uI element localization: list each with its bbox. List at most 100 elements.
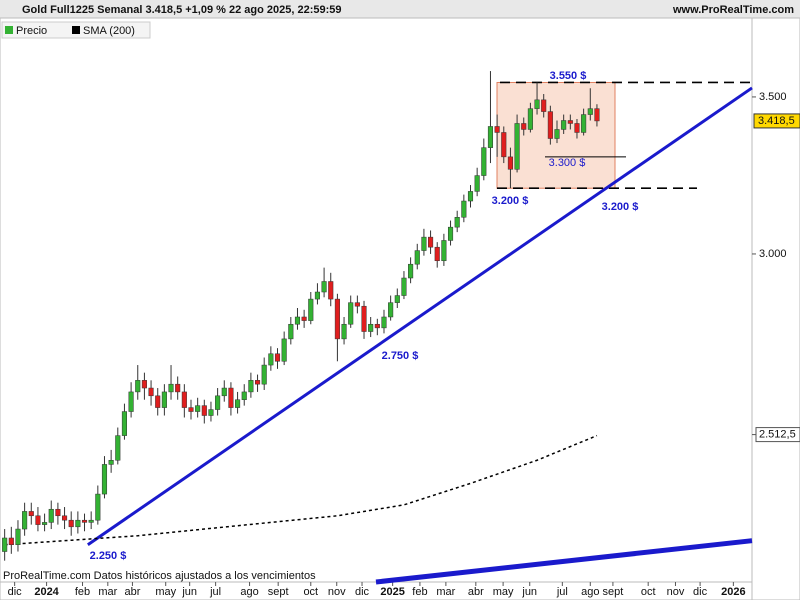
x-tick-label: feb (75, 586, 90, 598)
candle-body (461, 200, 467, 218)
x-tick-label: dic (693, 586, 708, 598)
candle-body (22, 511, 28, 530)
candle-body (281, 338, 287, 362)
candle-body (62, 515, 68, 521)
x-tick-label: feb (412, 586, 427, 598)
candle-body (235, 399, 241, 408)
candle-body (28, 511, 34, 517)
x-tick-label: jun (521, 586, 537, 598)
candle-body (168, 383, 174, 393)
candle-body (115, 435, 121, 461)
candle-body (48, 508, 54, 523)
candle-body (501, 132, 507, 158)
candle-body (521, 123, 527, 130)
x-tick-label: ago (581, 586, 599, 598)
candle-body (288, 323, 294, 340)
candle-body (261, 364, 267, 385)
annotation: 3.200 $ (602, 201, 639, 213)
x-tick-label: abr (124, 586, 140, 598)
candle-body (88, 519, 94, 523)
candle-body (128, 391, 134, 412)
candle-body (361, 305, 367, 332)
candle-body (567, 120, 573, 124)
x-tick-label: dic (355, 586, 370, 598)
header-title: Gold Full1225 Semanal 3.418,5 +1,09 % 22… (22, 4, 342, 16)
candle-body (175, 383, 181, 393)
candle-body (581, 114, 587, 133)
candle-body (354, 302, 360, 307)
candle-body (301, 316, 307, 321)
x-tick-label: oct (641, 586, 656, 598)
candle-body (481, 147, 487, 176)
candle-body (188, 407, 194, 412)
candle-body (155, 395, 161, 408)
site: www.ProRealTime.com (672, 4, 794, 16)
candle-body (534, 99, 540, 109)
x-tick-label: 2025 (380, 586, 404, 598)
candle-body (434, 246, 440, 262)
x-tick-label: mar (98, 586, 117, 598)
legend-swatch (72, 26, 80, 34)
candle-body (368, 323, 374, 332)
plot-area (0, 17, 753, 583)
candle-body (208, 409, 214, 416)
candle-body (8, 537, 14, 545)
candle-body (341, 323, 347, 340)
legend-label: SMA (200) (83, 25, 135, 37)
candle-body (587, 108, 593, 115)
candle-body (121, 411, 127, 436)
candle-body (75, 519, 81, 528)
trendline (375, 538, 753, 585)
candle-body (547, 111, 553, 139)
candle-body (381, 316, 387, 329)
trendline (86, 86, 753, 546)
footer: ProRealTime.com Datos históricos ajustad… (3, 570, 316, 582)
x-tick-label: ago (240, 586, 258, 598)
candle-body (527, 108, 533, 130)
candle-body (268, 353, 274, 366)
candle-body (221, 387, 227, 397)
x-tick-label: nov (667, 586, 685, 598)
candle-body (494, 126, 500, 133)
candle-body (215, 395, 221, 410)
candle-body (201, 405, 207, 416)
candle-body (35, 515, 41, 525)
candle-body (314, 291, 320, 300)
x-tick-label: 2026 (721, 586, 745, 598)
candle-body (135, 380, 141, 393)
last-price-box (753, 113, 800, 129)
candle-body (101, 464, 108, 495)
annotation: 3.550 $ (550, 70, 587, 82)
candle-body (68, 519, 74, 528)
candle-body (374, 323, 380, 329)
last-price-label: 3.418,5 (758, 115, 795, 127)
candle-body (55, 508, 61, 517)
candle-body (108, 460, 114, 465)
x-tick-label: oct (303, 586, 318, 598)
y-tick-label: 3.000 (759, 248, 787, 260)
candle-body (467, 191, 474, 202)
x-tick-label: may (155, 586, 176, 598)
candle-body (42, 522, 48, 525)
candle-body (561, 120, 567, 130)
candle-body (81, 519, 88, 523)
candle-body (254, 380, 261, 385)
candle-body (487, 126, 494, 148)
candle-body (274, 353, 281, 362)
x-tick-label: jul (556, 586, 568, 598)
candle-body (321, 281, 327, 293)
x-tick-label: sept (268, 586, 289, 598)
candle-body (574, 123, 580, 133)
candle-body (414, 250, 420, 265)
header-bar (0, 0, 800, 18)
x-tick-label: abr (468, 586, 484, 598)
x-tick-label: mar (436, 586, 455, 598)
candle-body (294, 316, 301, 325)
x-tick-label: dic (8, 586, 23, 598)
x-tick-label: jul (209, 586, 221, 598)
candle-body (394, 295, 400, 303)
candle-body (161, 391, 167, 408)
x-tick-label: nov (328, 586, 346, 598)
candle-body (308, 298, 314, 321)
